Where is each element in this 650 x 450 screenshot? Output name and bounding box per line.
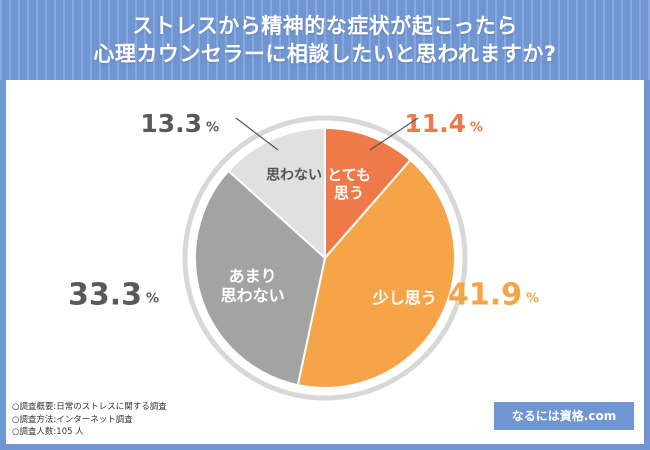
survey-note-method: ○調査方法:インターネット調査 <box>12 414 133 425</box>
pie-slice-3 <box>227 126 326 261</box>
survey-note-overview: ○調査概要:日常のストレスに関する調査 <box>12 402 167 412</box>
header-stripes <box>0 0 650 80</box>
survey-note-count: ○調査人数:105 人 <box>12 427 84 437</box>
percent-value-2: 33.3 <box>68 278 142 313</box>
pie-slice-1 <box>296 158 457 390</box>
title-line-2: 心理カウンセラーに相談したいと思われますか? <box>93 42 557 66</box>
percent-unit-0: % <box>470 121 483 136</box>
title-line-1: ストレスから精神的な症状が起こったら <box>132 14 518 38</box>
percent-value-0: 11.4 <box>404 109 466 138</box>
pie-slice-2 <box>194 169 327 387</box>
leader-line-3 <box>235 117 279 151</box>
chart-title: ストレスから精神的な症状が起こったら 心理カウンセラーに相談したいと思われますか… <box>0 12 650 68</box>
slice-label-1: 少し思う <box>372 288 437 307</box>
slice-label-0: とても思う <box>327 166 371 202</box>
percent-value-3: 13.3 <box>140 109 202 138</box>
pie-slice-0 <box>324 126 412 261</box>
survey-notes: ○調査概要:日常のストレスに関する調査 ○調査方法:インターネット調査 ○調査人… <box>12 401 167 439</box>
leader-line-0 <box>369 117 419 151</box>
slice-label-3: 思わない <box>266 167 322 183</box>
percent-unit-1: % <box>526 292 539 307</box>
slice-label-2: あまり思わない <box>221 267 285 305</box>
percent-value-1: 41.9 <box>448 278 522 313</box>
site-badge[interactable]: なるには資格.com <box>494 402 634 430</box>
percent-unit-3: % <box>206 121 219 136</box>
percent-unit-2: % <box>146 292 159 307</box>
